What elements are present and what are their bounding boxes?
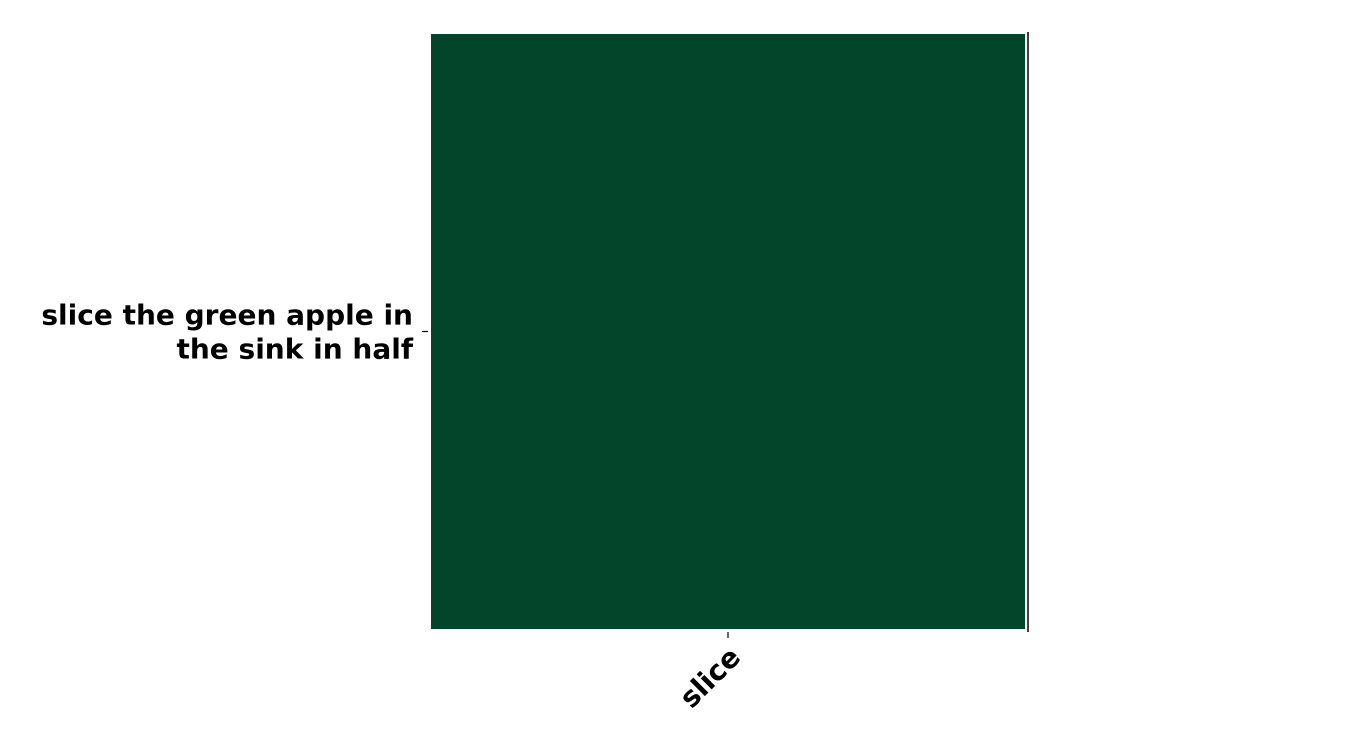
heatmap-cell: [431, 34, 1025, 629]
y-axis: slice the green apple in the sink in half: [41, 299, 428, 366]
heatmap-cells: [431, 34, 1025, 629]
x-axis: slice: [673, 632, 747, 714]
y-tick-label-line: slice the green apple in: [41, 299, 413, 332]
y-tick-label: slice the green apple in the sink in half: [41, 299, 413, 366]
y-tick-label-line: the sink in half: [176, 333, 413, 366]
x-tick-label: slice: [673, 641, 747, 715]
